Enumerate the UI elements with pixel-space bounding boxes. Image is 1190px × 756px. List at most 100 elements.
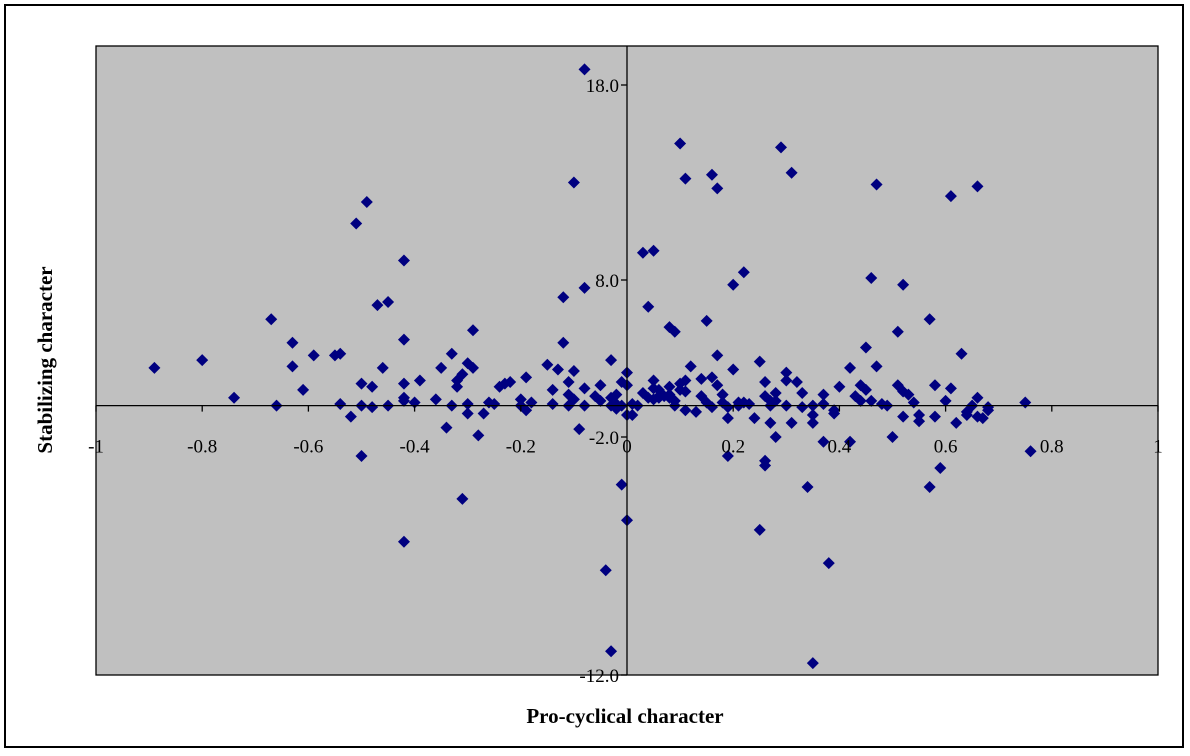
data-point: [833, 380, 846, 393]
data-point: [344, 410, 357, 423]
data-point: [467, 361, 480, 374]
data-point: [721, 401, 734, 414]
data-point: [360, 196, 373, 208]
data-point: [594, 394, 607, 407]
data-point: [567, 365, 580, 378]
data-point: [764, 416, 777, 429]
data-point: [382, 295, 395, 308]
data-point: [626, 409, 639, 422]
data-point: [759, 454, 772, 467]
data-point: [690, 405, 703, 418]
data-point: [605, 645, 618, 658]
y-tick-label: 8.0: [595, 271, 619, 292]
data-point: [1024, 445, 1037, 458]
data-point: [721, 450, 734, 463]
data-point: [647, 244, 660, 257]
data-point: [265, 313, 278, 326]
data-point: [780, 374, 793, 387]
data-point: [642, 300, 655, 313]
data-point: [562, 376, 575, 389]
data-point: [371, 299, 384, 312]
data-point: [228, 391, 241, 404]
data-point: [413, 374, 426, 387]
data-point: [546, 398, 559, 411]
data-point: [727, 278, 740, 291]
data-point: [307, 349, 320, 362]
data-point: [467, 324, 480, 337]
data-point: [435, 361, 448, 374]
data-point: [854, 394, 867, 407]
data-point: [445, 347, 458, 360]
data-point: [148, 361, 161, 374]
data-point: [982, 401, 995, 414]
data-point: [806, 657, 819, 670]
x-tick-label: -0.2: [506, 437, 536, 458]
data-point: [684, 360, 697, 373]
data-point: [456, 368, 469, 381]
data-point: [865, 394, 878, 407]
x-tick-label: -0.6: [293, 437, 323, 458]
x-tick-label: 1: [1153, 437, 1163, 458]
data-point: [605, 354, 618, 367]
data-point: [578, 63, 591, 76]
data-point: [859, 383, 872, 396]
data-point: [594, 379, 607, 392]
data-point: [461, 398, 474, 411]
data-point: [541, 358, 554, 371]
data-point: [822, 557, 835, 570]
data-point: [913, 415, 926, 428]
data-point: [376, 361, 389, 374]
data-point: [711, 379, 724, 392]
data-point: [817, 388, 830, 401]
data-point: [769, 431, 782, 443]
data-point: [774, 141, 787, 154]
data-point: [944, 190, 957, 203]
data-point: [817, 435, 830, 448]
data-point: [806, 416, 819, 429]
data-point: [950, 416, 963, 429]
data-point: [350, 217, 363, 230]
data-point: [472, 429, 485, 442]
data-point: [679, 385, 692, 398]
x-tick-label: 0.2: [721, 437, 745, 458]
data-point: [488, 398, 501, 411]
data-point: [737, 266, 750, 279]
data-point: [679, 172, 692, 185]
data-point: [461, 407, 474, 420]
y-axis-title: Stabilizing character: [33, 266, 57, 453]
data-point: [928, 410, 941, 423]
data-point: [334, 347, 347, 360]
x-tick-label: 0: [622, 437, 632, 458]
data-point: [971, 180, 984, 193]
data-point: [610, 388, 623, 401]
x-axis-title: Pro-cyclical character: [526, 704, 723, 728]
data-point: [891, 325, 904, 338]
data-point: [769, 394, 782, 407]
data-point: [913, 409, 926, 422]
data-point: [870, 360, 883, 373]
data-point: [397, 254, 410, 267]
data-point: [796, 401, 809, 414]
data-point: [567, 393, 580, 406]
data-point: [743, 398, 756, 411]
data-point: [366, 401, 379, 414]
x-tick-label: 0.8: [1040, 437, 1064, 458]
data-point: [397, 377, 410, 390]
data-point: [456, 492, 469, 505]
data-point: [727, 363, 740, 376]
y-tick-label: -12.0: [579, 666, 619, 687]
data-point: [902, 388, 915, 401]
data-point: [557, 291, 570, 304]
data-point: [668, 325, 681, 338]
data-point: [578, 281, 591, 294]
x-tick-label: -1: [88, 437, 104, 458]
data-point: [769, 387, 782, 400]
data-point: [663, 380, 676, 393]
data-point: [976, 412, 989, 425]
data-point: [679, 404, 692, 417]
data-point: [355, 450, 368, 463]
x-tick-label: 0.4: [828, 437, 852, 458]
data-point: [514, 393, 527, 406]
data-point: [705, 371, 718, 384]
y-tick-label: -2.0: [589, 428, 619, 449]
